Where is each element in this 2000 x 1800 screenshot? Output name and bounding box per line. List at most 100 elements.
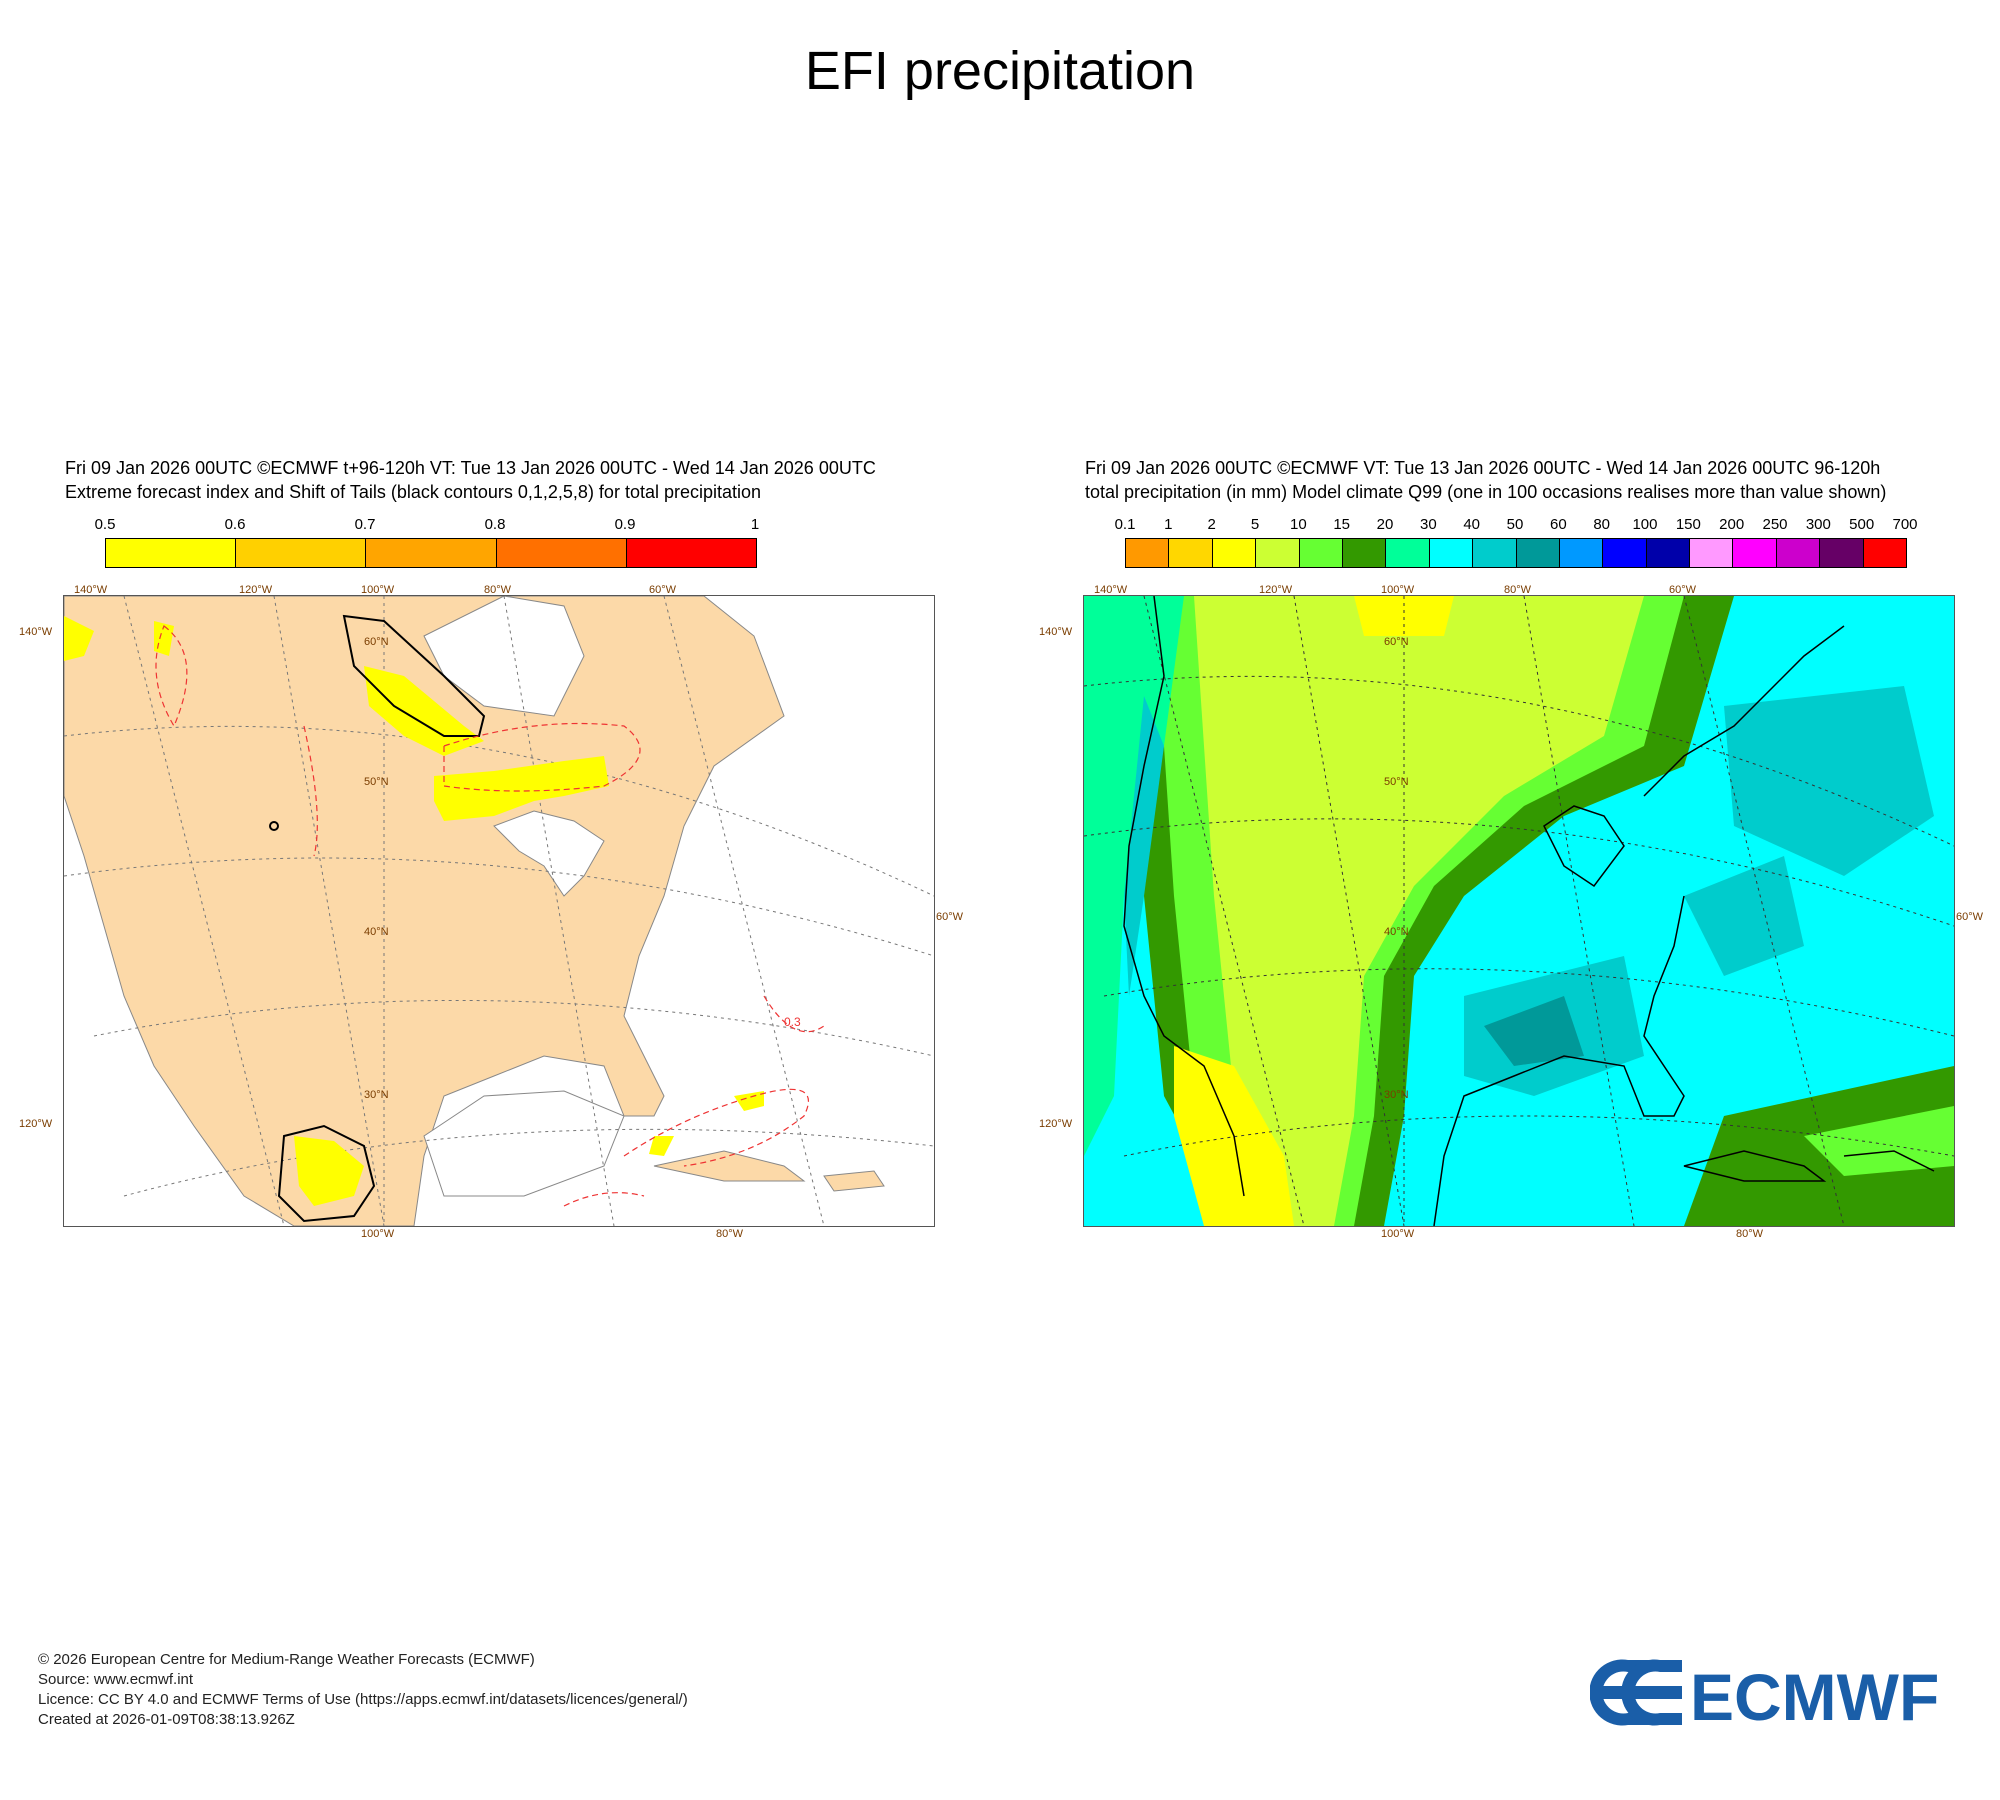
colorbar-segment xyxy=(1690,539,1734,567)
colorbar-segment xyxy=(1169,539,1213,567)
efi-map-svg: 0.3 xyxy=(64,596,934,1226)
q99-tick: 10 xyxy=(1289,516,1307,533)
footer-licence: Licence: CC BY 4.0 and ECMWF Terms of Us… xyxy=(38,1691,688,1708)
q99-tick: 15 xyxy=(1333,516,1350,533)
efi-tick: 0.7 xyxy=(354,516,376,533)
label-left-140w: 140°W xyxy=(1039,626,1073,638)
q99-tick: 250 xyxy=(1762,516,1788,533)
label-top-120w: 120°W xyxy=(239,584,273,596)
gulf-of-mexico xyxy=(423,1090,625,1197)
label-lat-30n: 30°N xyxy=(364,1089,389,1101)
label-lat-60n: 60°N xyxy=(364,636,389,648)
page-title: EFI precipitation xyxy=(804,41,1196,101)
efi-header-line2: Extreme forecast index and Shift of Tail… xyxy=(65,482,762,502)
ecmwf-logo: ECMWF xyxy=(1589,1655,1970,1734)
efi-panel: Fri 09 Jan 2026 00UTC ©ECMWF t+96-120h V… xyxy=(19,450,1005,1250)
q99-tick: 2 xyxy=(1207,516,1216,533)
colorbar-segment xyxy=(1733,539,1777,567)
q99-map: 140°W 120°W 100°W 80°W 60°W 60°N 50°N 40… xyxy=(1039,584,1983,1240)
label-bottom-100w: 100°W xyxy=(361,1228,395,1240)
q99-tick: 0.1 xyxy=(1114,516,1136,533)
colorbar-segment xyxy=(1212,539,1257,567)
label-top-80w: 80°W xyxy=(1504,584,1532,596)
q99-tick: 5 xyxy=(1250,516,1260,533)
colorbar-segment xyxy=(1820,539,1864,567)
label-lat-30n: 30°N xyxy=(1384,1089,1409,1101)
colorbar-segment xyxy=(106,539,237,567)
sot-contour-label: 0.3 xyxy=(784,1015,801,1029)
cuba-land xyxy=(653,1150,806,1182)
label-top-60w: 60°W xyxy=(649,584,677,596)
colorbar-segment xyxy=(1386,539,1430,567)
efi-tick: 0.9 xyxy=(614,516,636,533)
label-lat-40n: 40°N xyxy=(1384,926,1409,938)
colorbar-segment xyxy=(1299,539,1343,567)
q99-tick: 30 xyxy=(1419,516,1437,533)
label-lat-60n: 60°N xyxy=(1384,636,1409,648)
label-top-120w: 120°W xyxy=(1259,584,1293,596)
colorbar-segment xyxy=(626,539,757,567)
graticule xyxy=(1084,596,1954,1226)
q99-tick: 50 xyxy=(1506,516,1524,533)
efi-dashed-contours xyxy=(155,625,825,1207)
ecmwf-logo-svg: ECMWF xyxy=(1589,1659,1939,1734)
efi-shading xyxy=(64,616,764,1206)
footer-source: Source: www.ecmwf.int xyxy=(38,1671,194,1688)
label-right-60w: 60°W xyxy=(1956,911,1984,923)
q99-tick: 150 xyxy=(1675,516,1701,533)
q99-panel: Fri 09 Jan 2026 00UTC ©ECMWF VT: Tue 13 … xyxy=(1039,450,2000,1250)
q99-tick: 100 xyxy=(1632,516,1658,533)
colorbar-segment xyxy=(1776,539,1821,567)
footer-copyright: © 2026 European Centre for Medium-Range … xyxy=(38,1651,535,1668)
colorbar-segment xyxy=(236,539,367,567)
q99-tick: 200 xyxy=(1719,516,1745,533)
label-bottom-80w: 80°W xyxy=(716,1228,744,1240)
efi-tick: 0.5 xyxy=(94,516,116,533)
q99-colorbar-ticks: 0.1 1 2 5 10 15 20 30 40 50 60 80 100 150 200 250 300 500… xyxy=(1115,516,1918,534)
colorbar-segment xyxy=(1863,539,1907,567)
label-bottom-80w: 80°W xyxy=(1736,1228,1764,1240)
label-left-140w: 140°W xyxy=(19,626,53,638)
label-top-80w: 80°W xyxy=(484,584,512,596)
q99-tick: 700 xyxy=(1892,516,1918,533)
colorbar-segment xyxy=(1516,539,1560,567)
colorbar-segment xyxy=(1473,539,1517,567)
q99-colorbar xyxy=(1125,538,1907,568)
efi-tick: 0.6 xyxy=(224,516,246,533)
q99-tick: 300 xyxy=(1805,516,1831,533)
q99-tick: 40 xyxy=(1463,516,1480,533)
label-bottom-100w: 100°W xyxy=(1381,1228,1415,1240)
q99-tick: 20 xyxy=(1376,516,1394,533)
efi-map: 0.3 140°W 120°W 100°W 80°W 60°W 60°N 50°… xyxy=(19,584,963,1240)
efi-header-line1: Fri 09 Jan 2026 00UTC ©ECMWF t+96-120h V… xyxy=(65,458,876,478)
colorbar-segment xyxy=(1256,539,1300,567)
q99-header-line2: total precipitation (in mm) Model climat… xyxy=(1085,482,1887,502)
label-lat-50n: 50°N xyxy=(364,776,389,788)
efi-tick: 1 xyxy=(750,516,760,533)
sot-contours xyxy=(269,614,486,1223)
q99-tick: 60 xyxy=(1549,516,1567,533)
footer-created: Created at 2026-01-09T08:38:13.926Z xyxy=(38,1711,295,1728)
colorbar-segment xyxy=(1342,539,1387,567)
footer: © 2026 European Centre for Medium-Range … xyxy=(38,1650,688,1730)
ecmwf-logo-icon xyxy=(1589,1659,1682,1726)
colorbar-segment xyxy=(1559,539,1604,567)
q99-tick: 500 xyxy=(1849,516,1875,533)
efi-tick: 0.8 xyxy=(484,516,506,533)
label-top-100w: 100°W xyxy=(1381,584,1415,596)
coastlines xyxy=(1123,596,1935,1226)
label-top-140w: 140°W xyxy=(74,584,108,596)
label-left-120w: 120°W xyxy=(1039,1118,1073,1130)
colorbar-segment xyxy=(366,539,497,567)
efi-colorbar xyxy=(105,538,757,568)
q99-tick: 1 xyxy=(1164,516,1173,533)
colorbar-segment xyxy=(1646,539,1691,567)
colorbar-segment xyxy=(1429,539,1474,567)
label-top-100w: 100°W xyxy=(361,584,395,596)
hispaniola-land xyxy=(823,1170,885,1192)
efi-colorbar-ticks: 0.5 0.6 0.7 0.8 0.9 1 xyxy=(95,516,760,534)
north-america-land xyxy=(64,596,785,1226)
colorbar-segment xyxy=(1126,539,1170,567)
q99-tick: 80 xyxy=(1593,516,1610,533)
label-lat-50n: 50°N xyxy=(1384,776,1409,788)
